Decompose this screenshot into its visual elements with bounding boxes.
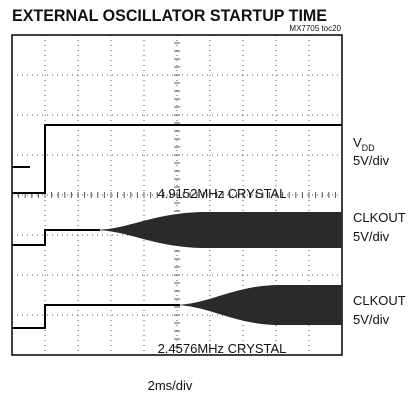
plot-frame	[11, 34, 343, 356]
annotation: 2.4576MHz CRYSTAL	[158, 341, 287, 356]
annotation: 4.9152MHz CRYSTAL	[158, 186, 287, 201]
channel-scale: 5V/div	[353, 229, 390, 244]
vdd-trace	[12, 124, 342, 194]
channel-scale: 5V/div	[353, 312, 390, 327]
clkout1-envelope	[95, 212, 342, 248]
x-scale-label: 2ms/div	[148, 378, 193, 393]
clkout2-envelope	[175, 285, 342, 325]
traces	[12, 124, 342, 329]
channel-label: VDD	[353, 135, 375, 153]
clkout2-trace	[12, 304, 180, 329]
channel-label: CLKOUT	[353, 293, 406, 308]
chart-title: EXTERNAL OSCILLATOR STARTUP TIME	[12, 6, 327, 25]
channel-label: CLKOUT	[353, 210, 406, 225]
chart-subtitle: MX7705 toc20	[289, 24, 341, 33]
clkout1-trace	[12, 229, 100, 246]
grid	[12, 35, 342, 355]
channel-scale: 5V/div	[353, 153, 390, 168]
